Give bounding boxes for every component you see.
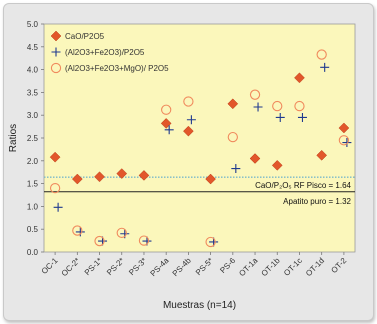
y-tick-label: 2.5 bbox=[27, 134, 39, 143]
x-tick-label: PS-4b bbox=[171, 256, 193, 278]
y-tick-label: 3.0 bbox=[27, 111, 39, 120]
plot-area bbox=[43, 23, 356, 253]
x-tick-label: OT-2 bbox=[329, 256, 348, 275]
x-tick-label: PS-6 bbox=[218, 256, 237, 275]
y-tick-label: 4.5 bbox=[27, 43, 39, 52]
data-point-diamond bbox=[316, 149, 328, 161]
data-point-diamond bbox=[294, 72, 305, 84]
data-point-circle bbox=[116, 227, 127, 238]
legend-label: (Al2O3+Fe2O3+MgO)/ P2O5 bbox=[65, 64, 169, 73]
legend-label: (Al2O3+Fe2O3)/P2O5 bbox=[65, 48, 145, 57]
x-tick-label: PS-1* bbox=[83, 256, 104, 277]
x-tick-label: PS-4a bbox=[149, 256, 171, 278]
data-point-plus bbox=[275, 112, 285, 122]
y-tick-label: 4.0 bbox=[27, 66, 39, 75]
x-tick-label: PS-3* bbox=[127, 256, 148, 277]
y-tick-label: 5.0 bbox=[27, 20, 39, 29]
x-tick-label: OC-2* bbox=[60, 256, 82, 278]
data-point-plus bbox=[342, 138, 352, 148]
data-point-plus bbox=[164, 125, 174, 135]
data-point-diamond bbox=[49, 151, 61, 163]
data-point-circle bbox=[227, 131, 238, 143]
y-tick-label: 0.5 bbox=[27, 225, 39, 234]
reference-label-apatito: Apatito puro = 1.32 bbox=[283, 197, 351, 206]
data-point-diamond bbox=[94, 171, 105, 183]
data-point-diamond bbox=[249, 153, 261, 164]
x-tick-label: OC-1 bbox=[40, 256, 60, 276]
data-point-plus bbox=[320, 62, 330, 72]
y-tick-label: 3.5 bbox=[27, 88, 39, 97]
data-point-plus bbox=[186, 115, 196, 125]
data-point-circle bbox=[138, 235, 150, 246]
x-tick-label: PS-2* bbox=[105, 256, 126, 277]
x-tick-label: OT-1b bbox=[260, 256, 282, 278]
data-point-diamond bbox=[160, 118, 172, 129]
data-point-circle bbox=[161, 104, 172, 115]
data-point-circle bbox=[338, 135, 350, 146]
data-point-circle bbox=[72, 225, 83, 236]
data-point-plus bbox=[209, 237, 219, 247]
legend-marker-circle bbox=[50, 62, 62, 74]
data-point-circle bbox=[272, 100, 283, 112]
x-tick-label: OT-1c bbox=[282, 256, 304, 278]
data-point-plus bbox=[231, 164, 241, 174]
data-point-circle bbox=[94, 235, 105, 247]
x-tick-label: PS-5* bbox=[194, 256, 215, 277]
data-point-plus bbox=[98, 236, 108, 246]
data-point-diamond bbox=[227, 98, 239, 110]
y-tick-label: 2.0 bbox=[27, 157, 39, 166]
x-tick-label: OT-1d bbox=[304, 256, 326, 278]
y-tick-label: 0.0 bbox=[27, 248, 39, 257]
data-point-plus bbox=[253, 102, 263, 112]
data-point-circle bbox=[294, 100, 305, 112]
data-point-circle bbox=[183, 96, 194, 107]
y-axis-label: Ratios bbox=[8, 124, 19, 152]
data-point-plus bbox=[75, 227, 85, 237]
data-point-circle bbox=[316, 49, 327, 60]
data-point-circle bbox=[205, 236, 216, 248]
data-point-diamond bbox=[183, 125, 194, 137]
data-point-diamond bbox=[71, 173, 83, 185]
data-point-diamond bbox=[116, 168, 128, 179]
legend-marker-diamond bbox=[50, 30, 62, 42]
legend-label: CaO/P2O5 bbox=[65, 32, 105, 41]
data-point-plus bbox=[297, 112, 307, 122]
x-axis-label: Muestras (n=14) bbox=[163, 300, 236, 311]
data-point-circle bbox=[249, 89, 261, 100]
legend-marker-plus bbox=[51, 47, 61, 57]
reference-label-rf-pisco: CaO/P₂O₅ RF Pisco = 1.64 bbox=[255, 181, 351, 190]
data-point-diamond bbox=[138, 170, 150, 181]
data-point-circle bbox=[49, 183, 61, 194]
data-point-diamond bbox=[338, 122, 350, 134]
x-tick-label: OT-1a bbox=[237, 256, 259, 278]
data-point-diamond bbox=[205, 173, 216, 185]
y-tick-label: 1.5 bbox=[27, 180, 39, 189]
data-point-diamond bbox=[271, 160, 283, 171]
y-tick-label: 1.0 bbox=[27, 202, 39, 211]
data-point-plus bbox=[53, 202, 63, 212]
